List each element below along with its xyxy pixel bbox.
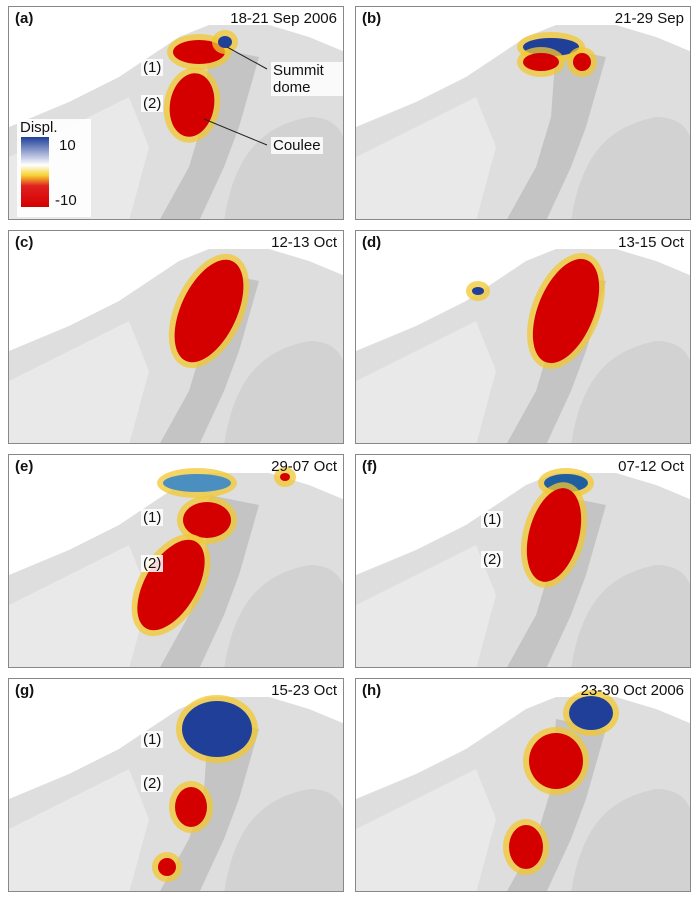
panel-label: (h) — [362, 682, 381, 699]
panel: (f) 07-12 Oct (1) (2) — [355, 454, 691, 668]
panel: (d) 13-15 Oct — [355, 230, 691, 444]
displacement — [472, 287, 484, 295]
legend-min: -10 — [55, 192, 77, 209]
panel-label: (f) — [362, 458, 377, 475]
displacement — [163, 474, 231, 492]
panel: (a) 18-21 Sep 2006 (1) (2) Summit dome Coulee… — [8, 6, 344, 220]
terrain — [9, 679, 344, 892]
panel-date: 21-29 Sep — [615, 10, 684, 27]
panel-label: (a) — [15, 10, 33, 27]
terrain — [356, 679, 691, 892]
annotation: Summit dome — [271, 62, 344, 96]
panel-label: (g) — [15, 682, 34, 699]
terrain — [9, 231, 344, 444]
displacement — [523, 53, 559, 71]
annotation: (1) — [141, 59, 163, 76]
panel-date: 29-07 Oct — [271, 458, 337, 475]
panel-date: 15-23 Oct — [271, 682, 337, 699]
displacement — [569, 696, 613, 730]
panel-date: 12-13 Oct — [271, 234, 337, 251]
legend-title: Displ. — [20, 119, 58, 136]
terrain — [356, 7, 691, 220]
panel-label: (b) — [362, 10, 381, 27]
displacement — [529, 733, 583, 789]
figure: (() => { const data = JSON.parse(documen… — [0, 0, 697, 898]
color-scale — [21, 137, 49, 207]
panel-label: (c) — [15, 234, 33, 251]
terrain — [9, 455, 344, 668]
displacement — [175, 787, 207, 827]
displacement — [182, 701, 252, 757]
panel-date: 07-12 Oct — [618, 458, 684, 475]
terrain — [9, 7, 344, 220]
displacement — [509, 825, 543, 869]
displacement — [218, 36, 232, 48]
annotation: Coulee — [271, 137, 323, 154]
panel-date: 13-15 Oct — [618, 234, 684, 251]
legend-max: 10 — [59, 137, 76, 154]
panel: (e) 29-07 Oct (1) (2) — [8, 454, 344, 668]
annotation: (2) — [481, 551, 503, 568]
annotation: (1) — [481, 511, 503, 528]
terrain — [356, 455, 691, 668]
panel-date: 18-21 Sep 2006 — [230, 10, 337, 27]
displacement — [573, 53, 591, 71]
panel-label: (e) — [15, 458, 33, 475]
annotation: (1) — [141, 731, 163, 748]
panel-date: 23-30 Oct 2006 — [581, 682, 684, 699]
panel-label: (d) — [362, 234, 381, 251]
annotation: (2) — [141, 95, 163, 112]
panel: (c) 12-13 Oct — [8, 230, 344, 444]
panel: (g) 15-23 Oct (1) (2) — [8, 678, 344, 892]
annotation: (2) — [141, 555, 163, 572]
annotation: (2) — [141, 775, 163, 792]
panel: (b) 21-29 Sep — [355, 6, 691, 220]
displacement — [158, 858, 176, 876]
annotation: (1) — [141, 509, 163, 526]
terrain — [356, 231, 691, 444]
panel: (h) 23-30 Oct 2006 — [355, 678, 691, 892]
displacement — [183, 502, 231, 538]
